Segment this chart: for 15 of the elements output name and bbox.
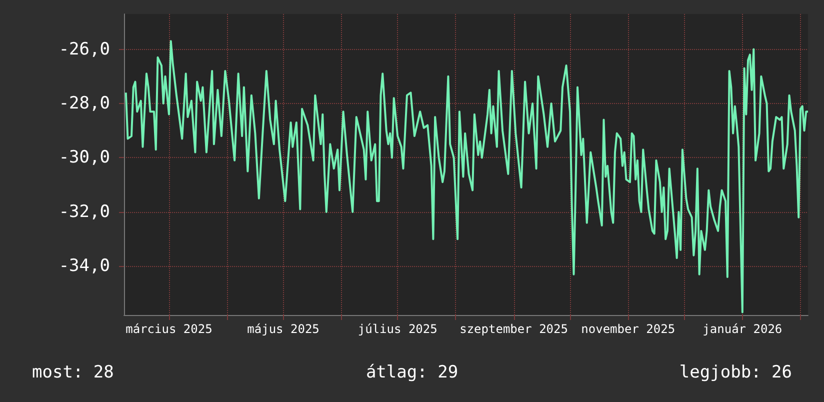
y-tick-label: -34,0 <box>58 256 110 276</box>
y-tick-label: -28,0 <box>58 93 110 114</box>
x-tick-label: május 2025 <box>247 322 320 336</box>
x-tick-label: július 2025 <box>358 322 438 336</box>
y-tick-label: -32,0 <box>58 202 110 222</box>
text: legjobb: 26 <box>679 362 792 382</box>
x-tick-label: január 2026 <box>702 322 782 336</box>
x-tick-label: november 2025 <box>581 322 676 336</box>
line-series <box>124 40 809 314</box>
x-tick-label: március 2025 <box>126 322 212 336</box>
y-tick-label: -26,0 <box>58 39 110 60</box>
text: most: 28 <box>32 362 114 382</box>
y-tick-label: -30,0 <box>58 148 110 168</box>
text: átlag: 29 <box>366 362 458 382</box>
x-tick-label: szeptember 2025 <box>460 322 568 336</box>
